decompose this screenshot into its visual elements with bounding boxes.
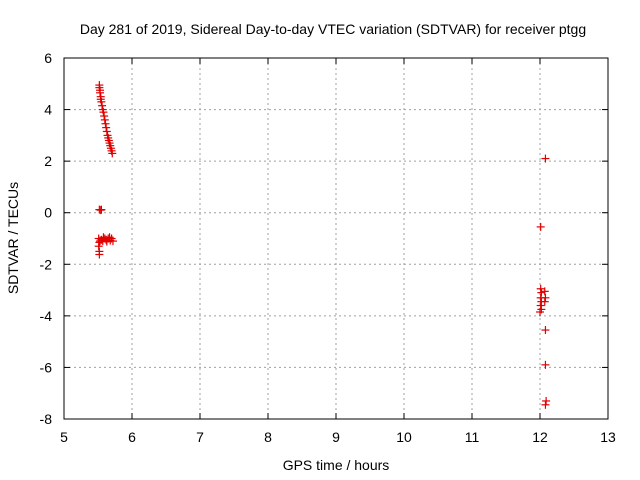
- data-point: [541, 154, 550, 163]
- data-point: [97, 97, 106, 106]
- data-point: [536, 284, 545, 293]
- data-point: [542, 396, 551, 405]
- y-tick-label: 2: [44, 153, 52, 169]
- data-point: [99, 108, 108, 117]
- y-tick-label: 4: [44, 102, 52, 118]
- y-tick-label: -2: [40, 256, 53, 272]
- data-point: [96, 88, 105, 97]
- data-point: [541, 400, 550, 409]
- data-point: [100, 115, 109, 124]
- x-tick-label: 9: [332, 429, 340, 445]
- data-point: [537, 288, 546, 297]
- data-point: [101, 119, 110, 128]
- data-point: [536, 301, 545, 310]
- y-tick-labels: 6 4 2 0 -2 -4 -6 -8: [40, 50, 53, 427]
- chart-title: Day 281 of 2019, Sidereal Day-to-day VTE…: [80, 21, 586, 37]
- y-axis-label: SDTVAR / TECUs: [5, 182, 21, 294]
- data-point: [105, 233, 114, 242]
- data-point: [95, 250, 104, 259]
- data-point: [100, 112, 109, 121]
- data-points: [94, 81, 551, 409]
- data-point: [540, 297, 549, 306]
- y-tick-label: 6: [44, 50, 52, 66]
- x-tick-label: 11: [465, 429, 480, 445]
- x-tick-label: 13: [600, 429, 616, 445]
- x-tick-labels: 5 6 7 8 9 10 11 12 13: [60, 429, 616, 445]
- grid-lines: [64, 58, 608, 419]
- y-tick-label: -8: [40, 411, 53, 427]
- x-tick-label: 12: [532, 429, 548, 445]
- x-tick-label: 10: [396, 429, 412, 445]
- y-tick-label: -6: [40, 359, 53, 375]
- data-point: [94, 242, 103, 251]
- data-point: [536, 222, 545, 231]
- x-tick-label: 8: [264, 429, 272, 445]
- y-tick-label: -4: [40, 308, 53, 324]
- plot-frame: [63, 57, 609, 420]
- data-point: [541, 360, 550, 369]
- x-axis-label: GPS time / hours: [283, 457, 390, 473]
- data-point: [97, 205, 106, 214]
- x-tick-label: 6: [128, 429, 136, 445]
- data-point: [102, 123, 111, 132]
- data-point: [536, 307, 544, 316]
- x-tick-label: 7: [196, 429, 204, 445]
- x-tick-label: 5: [60, 429, 68, 445]
- data-point: [108, 237, 117, 246]
- data-point: [102, 127, 111, 136]
- data-point: [108, 149, 117, 158]
- y-tick-label: 0: [44, 205, 52, 221]
- data-point: [98, 101, 107, 110]
- data-point: [541, 293, 550, 302]
- data-point: [540, 287, 549, 296]
- data-point: [541, 326, 550, 335]
